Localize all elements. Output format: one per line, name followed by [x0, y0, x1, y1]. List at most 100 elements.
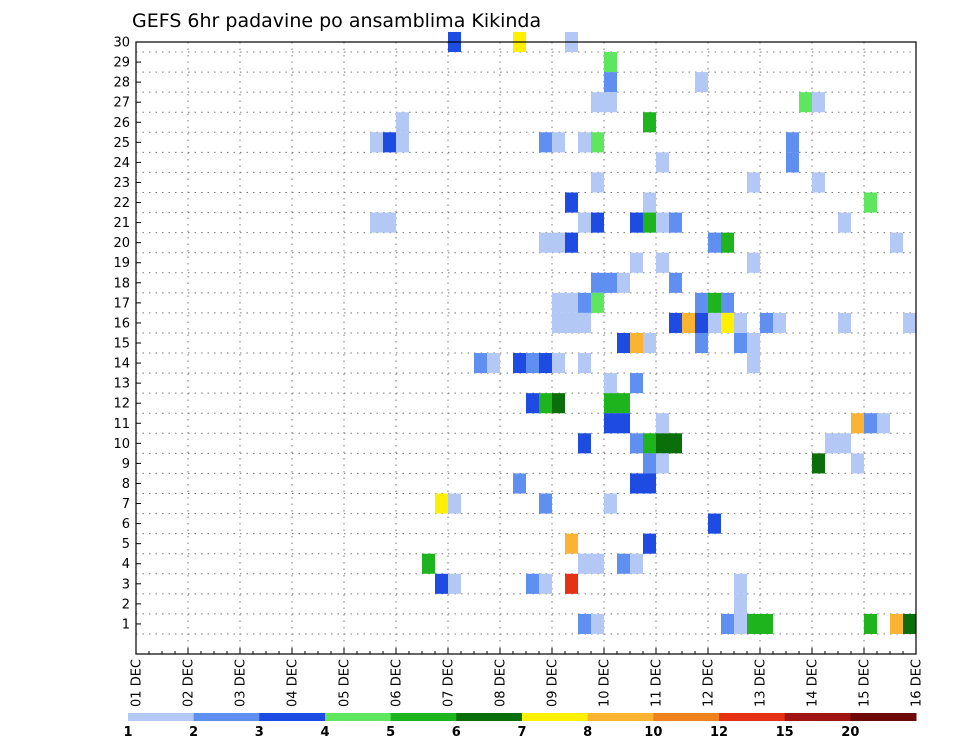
data-cell — [721, 232, 734, 253]
x-tick-label: 15 DEC — [858, 659, 873, 707]
data-cell — [864, 613, 877, 634]
y-tick-label: 13 — [113, 377, 130, 392]
x-tick-label: 14 DEC — [806, 659, 821, 707]
colorbar-label: 6 — [452, 725, 461, 740]
data-cell — [578, 212, 591, 233]
chart-title: GEFS 6hr padavine po ansamblima Kikinda — [132, 10, 541, 32]
data-cell — [708, 232, 721, 253]
data-cell — [539, 132, 552, 153]
data-cell — [565, 533, 578, 554]
data-cell — [760, 312, 773, 333]
colorbar-label: 20 — [841, 725, 859, 740]
data-cell — [669, 433, 682, 454]
y-tick-label: 4 — [122, 557, 130, 572]
y-tick-label: 18 — [113, 276, 130, 291]
data-cell — [864, 413, 877, 434]
y-tick-label: 24 — [113, 156, 130, 171]
data-cell — [695, 72, 708, 93]
data-cell — [643, 212, 656, 233]
data-cell — [526, 393, 539, 414]
data-cell — [695, 292, 708, 313]
data-cell — [656, 252, 669, 273]
data-cell — [864, 192, 877, 213]
colorbar-swatch — [587, 713, 654, 721]
data-cell — [708, 312, 721, 333]
colorbar-label: 5 — [386, 725, 395, 740]
data-cell — [877, 413, 890, 434]
data-cell — [552, 353, 565, 374]
data-cell — [474, 353, 487, 374]
data-cell — [370, 132, 383, 153]
data-cell — [539, 573, 552, 594]
colorbar-swatch — [522, 713, 589, 721]
data-cell — [630, 473, 643, 494]
data-cell — [617, 553, 630, 574]
data-cell — [838, 312, 851, 333]
y-tick-label: 1 — [122, 617, 130, 632]
colorbar-label: 10 — [644, 725, 662, 740]
x-tick-label: 13 DEC — [754, 659, 769, 707]
data-cell — [656, 453, 669, 474]
data-cell — [630, 252, 643, 273]
data-cell — [630, 433, 643, 454]
data-cell — [552, 292, 565, 313]
data-cell — [734, 613, 747, 634]
colorbar-swatch — [653, 713, 720, 721]
y-tick-label: 11 — [113, 417, 130, 432]
colorbar-label: 8 — [583, 725, 592, 740]
data-cell — [708, 513, 721, 534]
x-tick-label: 16 DEC — [910, 659, 925, 707]
y-tick-label: 8 — [122, 477, 130, 492]
colorbar-label: 1 — [123, 725, 132, 740]
data-cell — [435, 493, 448, 514]
data-cell — [812, 172, 825, 193]
y-tick-label: 16 — [113, 316, 130, 331]
data-cell — [669, 272, 682, 293]
data-cell — [656, 413, 669, 434]
data-cell — [383, 132, 396, 153]
data-cell — [591, 292, 604, 313]
data-cell — [669, 312, 682, 333]
data-cell — [734, 573, 747, 594]
data-cell — [578, 433, 591, 454]
y-tick-label: 25 — [113, 136, 130, 151]
data-cell — [604, 52, 617, 73]
data-cell — [617, 413, 630, 434]
data-cell — [747, 332, 760, 354]
x-tick-label: 10 DEC — [598, 659, 613, 707]
y-axis: 1234567891011121314151617181920212223242… — [113, 36, 141, 632]
data-cell — [786, 132, 799, 153]
data-cell — [747, 172, 760, 193]
x-tick-label: 06 DEC — [390, 659, 405, 707]
y-tick-label: 5 — [122, 537, 130, 552]
data-cell — [721, 292, 734, 313]
y-tick-label: 6 — [122, 517, 130, 532]
colorbar-swatch — [259, 713, 326, 721]
data-cell — [747, 353, 760, 374]
data-cell — [656, 433, 669, 454]
data-cell — [565, 232, 578, 253]
data-cell — [604, 413, 617, 434]
data-cell — [578, 613, 591, 634]
data-cell — [630, 332, 643, 354]
data-cell — [734, 312, 747, 333]
colorbar-swatch — [850, 713, 917, 721]
data-cell — [604, 272, 617, 293]
data-cell — [630, 373, 643, 394]
x-tick-label: 02 DEC — [182, 659, 197, 707]
data-cell — [591, 132, 604, 153]
data-cell — [591, 172, 604, 193]
data-cell — [591, 272, 604, 293]
data-cell — [539, 353, 552, 374]
data-cell — [669, 212, 682, 233]
data-cell — [643, 112, 656, 133]
y-tick-label: 2 — [122, 597, 130, 612]
data-cell — [890, 613, 903, 634]
data-cell — [487, 353, 500, 374]
data-cell — [396, 132, 409, 153]
colorbar-swatch — [719, 713, 786, 721]
data-cell — [786, 152, 799, 173]
colorbar-label: 12 — [710, 725, 728, 740]
data-cell — [448, 493, 461, 514]
data-cell — [799, 92, 812, 113]
